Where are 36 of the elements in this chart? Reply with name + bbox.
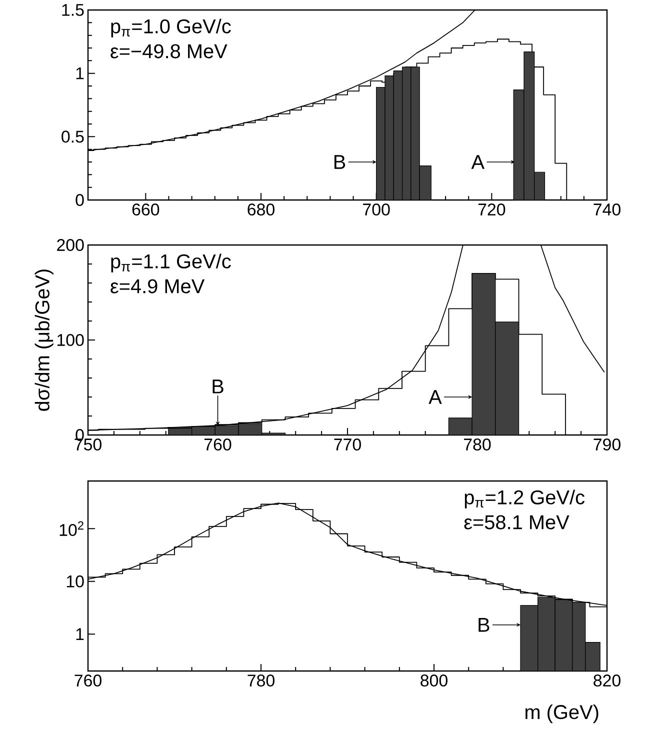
y-tick-label: 10: [66, 575, 84, 588]
y-tick-label: 1: [76, 67, 84, 80]
x-tick-label: 800: [420, 674, 448, 687]
x-tick-label: 750: [74, 438, 102, 451]
annotation: B: [212, 380, 224, 394]
x-tick-label: 720: [478, 204, 506, 216]
y-axis-title: dσ/dm (μb/GeV): [34, 270, 54, 411]
y-tick-label: 10$^{2}$: [60, 521, 84, 536]
x-tick-label: 770: [334, 438, 361, 451]
x-tick-label: 820: [594, 674, 620, 687]
x-tick-label: 680: [248, 204, 274, 216]
y-tick-label: 1.5: [62, 4, 84, 16]
annotation: A: [471, 155, 484, 169]
annotation: B: [478, 618, 490, 632]
annotation: ε=58.1 MeV: [464, 515, 570, 530]
annotation: p$_{π}$=1.1 GeV/c: [111, 254, 231, 272]
annotation: ε=−49.8 MeV: [110, 44, 228, 58]
x-tick-label: 660: [132, 204, 160, 216]
y-tick-label: 100: [58, 334, 84, 346]
x-tick-label: 760: [74, 674, 102, 687]
x-tick-label: 780: [248, 674, 274, 687]
annotation: p$_{π}$=1.2 GeV/c: [464, 490, 585, 508]
y-tick-label: 1: [76, 628, 84, 640]
y-tick-label: 0: [76, 194, 84, 206]
annotation: ε=4.9 MeV: [110, 279, 205, 294]
annotation: A: [428, 390, 442, 404]
x-axis-title: m (GeV): [526, 704, 598, 724]
x-tick-label: 740: [594, 204, 620, 216]
annotation: B: [334, 155, 346, 169]
x-tick-label: 760: [204, 438, 232, 451]
x-tick-label: 780: [464, 438, 491, 451]
y-tick-label: 200: [57, 239, 84, 251]
x-tick-label: 700: [363, 204, 390, 216]
annotation: p$_{π}$=1.0 GeV/c: [111, 18, 231, 38]
x-tick-label: 790: [594, 438, 620, 451]
y-tick-label: 0.5: [62, 130, 84, 143]
